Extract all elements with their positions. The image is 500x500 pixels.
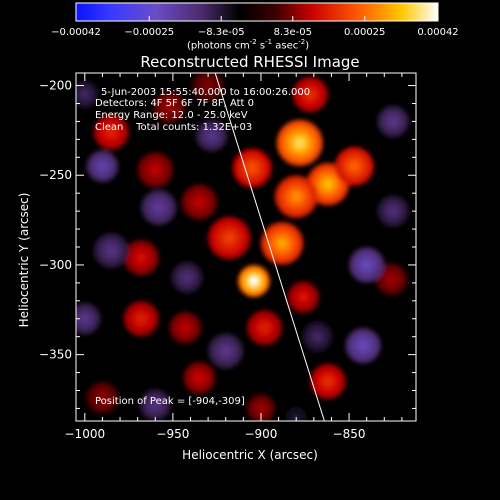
heatmap-blob (221, 346, 231, 356)
heatmap-blob (80, 314, 89, 323)
colorbar-units-exp1: -2 (249, 38, 257, 46)
colorbar-ticks: −0.00042 −0.00025 −8.3e-05 8.3e-05 0.00025 0.… (51, 16, 459, 38)
heatmap-blob (257, 404, 265, 412)
heatmap-blob (151, 400, 160, 409)
annotation-peak: Position of Peak = [-904,-309] (95, 396, 245, 407)
colorbar-units-text: (photons cm (187, 40, 250, 52)
chart-title: Reconstructed RHESSI Image (140, 53, 360, 71)
colorbar-units: (photons cm-2 s-1 asec-2) (187, 38, 309, 51)
heatmap-blobs (76, 73, 409, 421)
heatmap-blob (362, 260, 372, 270)
heatmap-blob (181, 323, 190, 332)
heatmap-blob (294, 137, 306, 149)
solar-limb-line (214, 73, 325, 421)
heatmap-image (76, 73, 416, 421)
heatmap-blob (290, 191, 302, 203)
heatmap-blob (106, 246, 116, 255)
heatmap-blob (150, 165, 160, 175)
heatmap-blob (323, 377, 333, 386)
colorbar-tick-label: 8.3e-05 (274, 27, 312, 38)
colorbar-units-mid1: s (256, 40, 266, 52)
heatmap-blob (249, 277, 258, 286)
colorbar-tick-label: 0.00025 (344, 27, 385, 38)
heatmap-blob (194, 197, 204, 207)
colorbar-units-exp3: -2 (298, 38, 306, 46)
colorbar-gradient (76, 3, 438, 21)
colorbar-tick-label: −0.00042 (51, 27, 101, 38)
y-tick-label: −200 (39, 79, 72, 93)
heatmap-blob (207, 131, 216, 140)
heatmap-blob (389, 207, 398, 216)
colorbar-units-end: ) (305, 40, 310, 52)
annotation-clean: Clean Total counts: 1.32E+03 (95, 122, 253, 133)
x-tick-label: −1000 (65, 427, 106, 441)
axis-ticks: −1000 −950 −900 −850 −200 −250 −300 −350 (39, 73, 416, 441)
x-tick-label: −950 (156, 427, 189, 441)
heatmap-blob (204, 81, 213, 90)
annotation-detectors: Detectors: 4F 5F 6F 7F 8F, Att 0 (95, 98, 255, 109)
heatmap-blob (322, 178, 334, 190)
x-tick-label: −900 (244, 427, 277, 441)
colorbar-tick-label: −0.00025 (124, 27, 174, 38)
heatmap-blob (195, 373, 204, 382)
heatmap-blob (358, 341, 368, 351)
heatmap-blob (349, 161, 360, 172)
x-tick-label: −850 (333, 427, 366, 441)
heatmap-blob (165, 103, 174, 112)
y-axis-label: Heliocentric Y (arcsec) (17, 192, 31, 328)
heatmap-blob (260, 323, 269, 333)
colorbar-frame (75, 2, 439, 22)
heatmap-blob (106, 127, 116, 137)
heatmap-blob (389, 117, 398, 126)
heatmap-blob (313, 332, 322, 341)
colorbar-units-mid2: asec (272, 40, 299, 52)
heatmap-blob (276, 238, 288, 249)
heatmap-blob (81, 91, 89, 99)
y-tick-label: −350 (39, 348, 72, 362)
heatmap-blob (136, 253, 146, 263)
heatmap-blob (136, 314, 146, 324)
y-tick-label: −300 (39, 258, 72, 272)
colorbar: −0.00042 −0.00025 −8.3e-05 8.3e-05 0.00025 0.… (51, 2, 459, 38)
heatmap-blob (183, 273, 191, 282)
heatmap-blob (98, 393, 107, 402)
heatmap-blob (154, 203, 164, 212)
annotation-energy: Energy Range: 12.0 - 25.0 keV (95, 110, 248, 121)
heatmap-blob (299, 293, 308, 302)
heatmap-blob (247, 163, 258, 173)
heatmap-blob (305, 90, 315, 99)
heatmap-blob (387, 275, 396, 284)
y-tick-label: −250 (39, 168, 72, 182)
heatmap-blob (98, 162, 107, 171)
x-axis-label: Heliocentric X (arcsec) (182, 448, 318, 462)
heatmap-blob (223, 232, 235, 244)
colorbar-units-exp2: -1 (265, 38, 273, 46)
colorbar-tick-label: 0.00042 (417, 27, 458, 38)
annotation-time: 5-Jun-2003 15:55:40.000 to 16:00:26.000 (101, 87, 311, 98)
colorbar-tick-label: −8.3e-05 (198, 27, 245, 38)
